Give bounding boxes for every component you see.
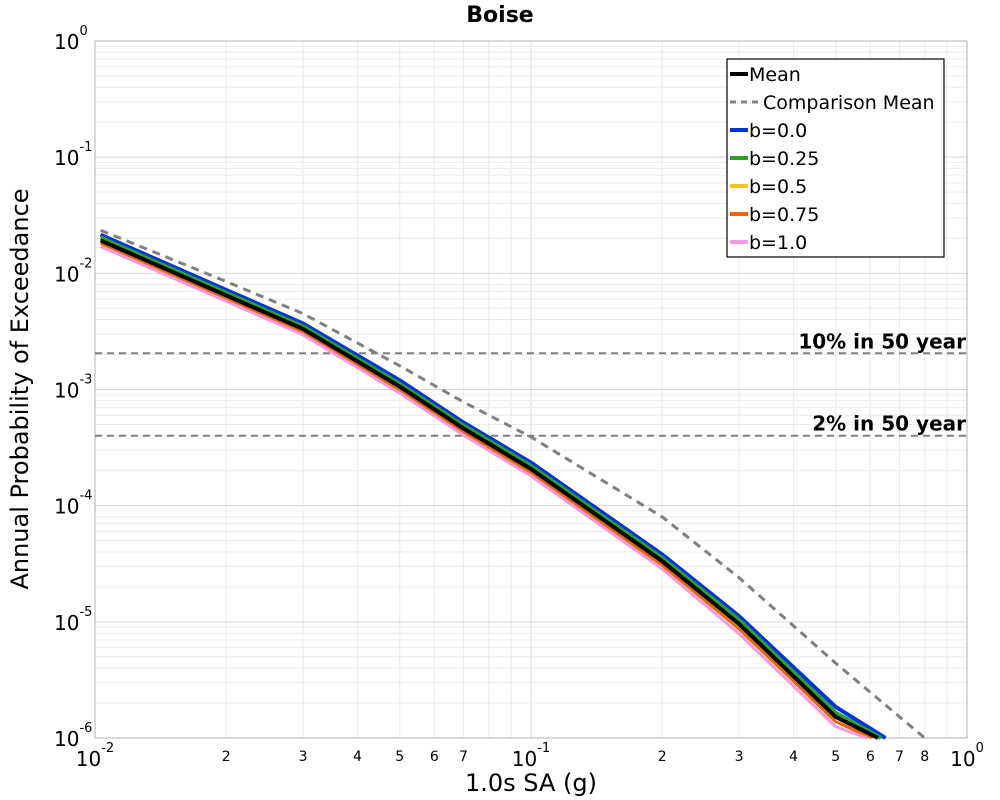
x-minor-tick-label: 5 [831, 749, 840, 765]
y-tick-label: 10-2 [54, 256, 92, 286]
x-axis-label: 1.0s SA (g) [465, 769, 597, 797]
y-tick-label: 10-1 [54, 140, 92, 170]
y-tick-label: 100 [54, 24, 88, 54]
x-tick-label: 100 [950, 741, 984, 771]
x-minor-tick-label: 6 [430, 749, 439, 765]
y-axis-label: Annual Probability of Exceedance [6, 188, 34, 589]
series-line [99, 232, 887, 740]
x-minor-tick-label: 3 [735, 749, 744, 765]
x-tick-label: 10-1 [512, 741, 550, 771]
chart-title: Boise [466, 3, 533, 28]
y-tick-label: 10-5 [54, 605, 92, 635]
legend-box [726, 58, 945, 258]
x-minor-tick-label: 2 [222, 749, 231, 765]
plot-frame [94, 40, 968, 739]
series [99, 228, 926, 740]
x-minor-tick-label: 7 [459, 749, 468, 765]
series-line [100, 245, 868, 740]
series-line [99, 238, 879, 740]
legend-label: Comparison Mean [763, 92, 935, 114]
y-tick-label: 10-3 [54, 373, 92, 403]
series-line [99, 241, 873, 740]
legend-label: b=0.25 [749, 148, 819, 170]
legend-label: b=1.0 [749, 232, 807, 254]
series-line [100, 228, 926, 740]
legend: Mean Comparison Mean b=0.0 b=0.25 b=0.5 b=0.7… [726, 58, 945, 258]
x-minor-tick-label: 6 [866, 749, 875, 765]
y-tick-label: 10-6 [54, 721, 92, 751]
x-minor-tick-label: 4 [789, 749, 798, 765]
x-minor-tick-label: 3 [299, 749, 308, 765]
legend-label: b=0.5 [749, 176, 807, 198]
series-line [99, 235, 882, 740]
x-tick-label: 10-2 [76, 741, 114, 771]
legend-label: b=0.75 [749, 204, 819, 226]
x-minor-tick-label: 4 [353, 749, 362, 765]
x-minor-tick-label: 2 [658, 749, 667, 765]
x-minor-tick-label: 8 [920, 749, 929, 765]
reference-line-label: 2% in 50 year [812, 412, 966, 436]
y-tick-label: 10-4 [54, 489, 92, 519]
legend-label: Mean [749, 64, 801, 86]
x-minor-tick-label: 5 [395, 749, 404, 765]
x-minor-tick-label: 7 [895, 749, 904, 765]
reference-line-label: 10% in 50 year [798, 329, 966, 353]
legend-label: b=0.0 [749, 120, 807, 142]
